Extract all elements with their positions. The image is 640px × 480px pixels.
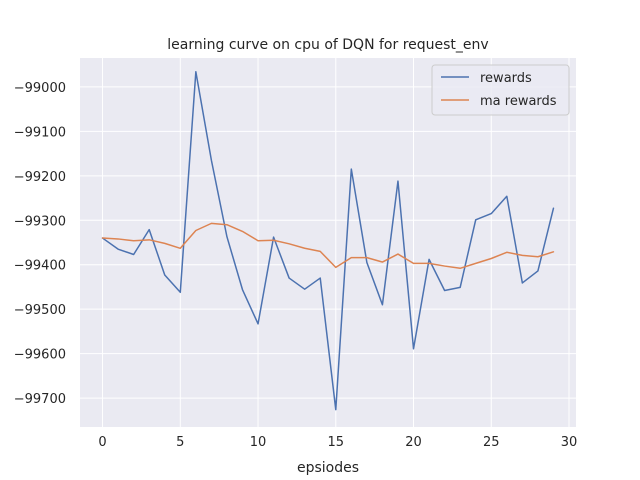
x-tick-label: 15 [328, 435, 345, 450]
x-tick-label: 0 [98, 435, 106, 450]
series-layer [101, 71, 555, 411]
x-tick-label: 10 [250, 435, 267, 450]
tick-labels: 0 5 10 15 20 25 30 −99700 −99600 −99500 −99400 −993… [14, 81, 578, 450]
y-tick-label: −99500 [14, 303, 66, 318]
y-tick-label: −99200 [14, 170, 66, 185]
chart-title: learning curve on cpu of DQN for request… [167, 37, 488, 53]
y-tick-label: −99700 [14, 392, 66, 407]
y-tick-label: −99400 [14, 259, 66, 274]
legend-label: rewards [480, 71, 532, 86]
x-axis-label: epsiodes [297, 460, 359, 476]
legend: rewards ma rewards [431, 64, 570, 116]
y-tick-label: −99300 [14, 214, 66, 229]
series-line-rewards [101, 71, 555, 411]
series-line-ma-rewards [101, 222, 555, 270]
x-tick-label: 30 [561, 435, 578, 450]
x-tick-label: 20 [405, 435, 422, 450]
y-tick-label: −99000 [14, 81, 66, 96]
legend-label: ma rewards [480, 94, 557, 109]
y-tick-label: −99100 [14, 125, 66, 140]
x-tick-label: 25 [483, 435, 500, 450]
grid [80, 58, 576, 427]
y-tick-label: −99600 [14, 348, 66, 363]
x-tick-label: 5 [176, 435, 184, 450]
